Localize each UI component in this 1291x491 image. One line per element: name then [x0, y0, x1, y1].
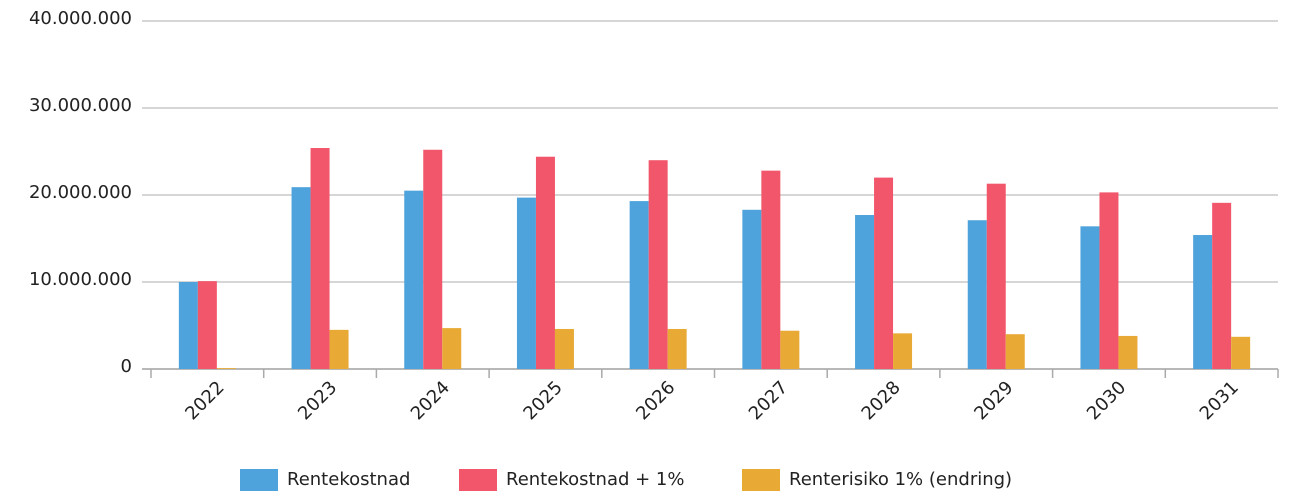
bar [855, 215, 875, 369]
bar [967, 220, 987, 369]
bar [404, 190, 424, 369]
y-tick-label: 10.000.000 [29, 269, 132, 290]
x-tick-label: 2028 [858, 377, 905, 424]
legend-swatch [240, 469, 278, 491]
bar [667, 328, 687, 369]
x-tick-label: 2024 [407, 377, 454, 424]
bar [291, 187, 311, 369]
bar [1193, 235, 1213, 369]
bar [648, 160, 668, 369]
x-tick-label: 2030 [1083, 377, 1130, 424]
legend-swatch [459, 469, 497, 491]
bar [329, 329, 349, 369]
bar [986, 183, 1006, 369]
x-tick-label: 2027 [745, 377, 792, 424]
bar [554, 328, 574, 369]
bar [1231, 336, 1251, 369]
legend-label: Renterisiko 1% (endring) [789, 469, 1012, 490]
bar [780, 330, 800, 369]
bar [1080, 226, 1100, 369]
bar [442, 328, 462, 369]
bar [874, 177, 894, 369]
x-tick-label: 2023 [294, 377, 341, 424]
legend-label: Rentekostnad + 1% [506, 469, 685, 490]
x-tick-label: 2025 [519, 377, 566, 424]
bar [1005, 334, 1025, 369]
bar [893, 333, 913, 369]
bar [1099, 192, 1119, 369]
y-tick-label: 0 [121, 356, 132, 377]
bar [423, 149, 443, 369]
x-tick-label: 2022 [181, 377, 228, 424]
bar [629, 201, 649, 369]
bar [535, 156, 555, 369]
bar [742, 209, 762, 369]
bar [1212, 202, 1232, 369]
y-tick-label: 30.000.000 [29, 95, 132, 116]
bar [216, 368, 236, 369]
legend-swatch [742, 469, 780, 491]
legend-label: Rentekostnad [287, 469, 410, 490]
y-tick-label: 20.000.000 [29, 182, 132, 203]
bar [761, 170, 781, 369]
bar [178, 282, 198, 369]
bar [310, 148, 330, 369]
x-tick-label: 2029 [970, 377, 1017, 424]
bar [1118, 335, 1138, 369]
x-tick-label: 2026 [632, 377, 679, 424]
bar [197, 281, 217, 369]
y-tick-label: 40.000.000 [29, 8, 132, 29]
x-tick-label: 2031 [1196, 377, 1243, 424]
bar [516, 197, 536, 369]
